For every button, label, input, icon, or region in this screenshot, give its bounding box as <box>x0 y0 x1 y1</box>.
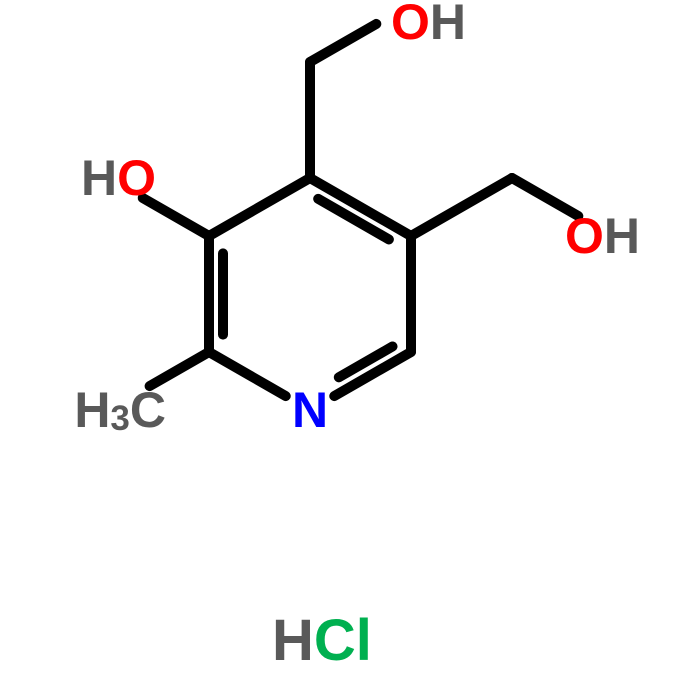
svg-text:HO: HO <box>81 150 156 206</box>
svg-text:HCl: HCl <box>272 608 372 673</box>
molecule-canvas: N HO OH OH H3C HCl <box>0 0 700 700</box>
svg-text:N: N <box>292 382 328 438</box>
svg-text:OH: OH <box>391 0 466 50</box>
svg-text:H3C: H3C <box>74 382 166 438</box>
svg-text:OH: OH <box>565 208 640 264</box>
